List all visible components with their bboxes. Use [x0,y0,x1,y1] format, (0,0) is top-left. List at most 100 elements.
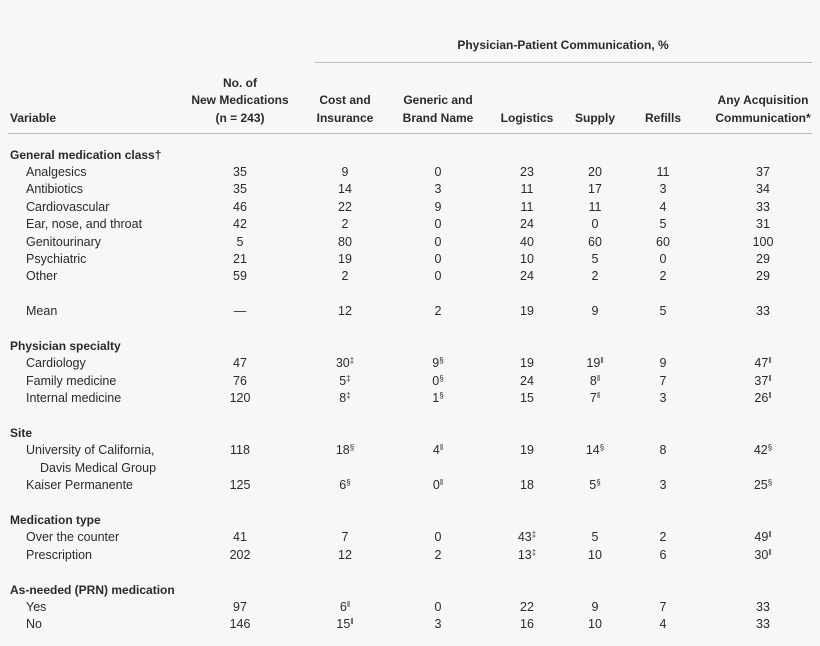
cell: 5 [591,251,599,266]
cell: 20 [588,164,602,179]
cell: 9 [591,599,599,614]
row-label: Kaiser Permanente [26,478,134,493]
cell: 5 [659,217,667,232]
cell: 4 [659,617,667,632]
row-label: Internal medicine [26,391,122,406]
cell: 11 [520,199,534,214]
cell: 31 [756,217,770,232]
cell: 43‡ [467,529,587,546]
row-label: Antibiotics [26,182,83,197]
cell: 5 [236,234,244,249]
cell-value: 43 [517,530,532,545]
cell: 19 [520,443,534,458]
cell-value: 4 [432,443,440,458]
cell: 125 [229,478,251,493]
cell: 33 [756,304,770,319]
cell: 2 [659,269,667,284]
cell-value: 47 [754,356,769,371]
cell: 120 [229,391,251,406]
cell: 5‡ [285,373,405,390]
cell-value: 5 [339,373,347,388]
row-label: Family medicine [26,373,117,388]
row-label: Cardiovascular [26,199,110,214]
cell: 37‖ [703,373,820,390]
cell: 13‡ [467,547,587,564]
cell-value: 6 [339,478,347,493]
group-title: Physician-Patient Communication, % [457,38,669,52]
cell: 22 [520,599,534,614]
cell: 2 [341,217,349,232]
cell: 26‖ [703,390,820,407]
cell: 25§ [703,477,820,494]
cell: 2 [591,269,599,284]
cell: 34 [756,182,770,197]
cell: 30‡ [285,355,405,372]
cell-value: 7 [589,391,597,406]
cell: 5§ [535,477,655,494]
cell: 0 [434,234,442,249]
cell: 0 [434,269,442,284]
cell-value: 26 [754,391,769,406]
cell: 10 [520,251,534,266]
cell: 97 [233,599,247,614]
footnote-mark: ‖ [768,373,772,383]
footnote-mark: ‡ [349,356,355,366]
cell: 29 [756,269,770,284]
column-header: Supply [574,110,615,125]
cell: 7‖ [535,390,655,407]
cell: 7 [659,373,667,388]
cell: 0 [434,217,442,232]
cell: 8‖ [535,373,655,390]
footnote-mark: § [346,478,351,488]
cell: 16 [520,617,534,632]
row-label: Other [26,269,58,284]
header-rule [8,133,812,134]
cell: 19‖ [535,355,655,372]
column-header: Insurance [316,110,374,125]
column-header: Communication* [715,110,811,125]
footnote-mark: ‡ [531,530,537,540]
footnote-mark: ‖ [596,391,601,401]
cell-value: 37 [754,373,769,388]
footnote-mark: ‖ [439,478,444,488]
cell: 14§ [535,442,655,459]
cell-value: 49 [754,530,769,545]
footnote-mark: ‖ [439,443,444,453]
column-header: Logistics [500,110,554,125]
cell: 19 [520,304,534,319]
cell: 0 [434,164,442,179]
cell: 19 [520,356,534,371]
cell: 9 [434,199,442,214]
cell: 9 [341,164,349,179]
cell: 11 [588,199,602,214]
footnote-mark: ‖ [768,356,772,366]
row-label: University of California, [26,443,155,458]
section-title: General medication class† [10,147,162,162]
cell: 8 [659,443,667,458]
cell: 0 [434,599,442,614]
cell: 42§ [703,442,820,459]
cell: 47 [233,356,247,371]
footnote-mark: § [767,443,773,453]
row-label: Prescription [26,547,92,562]
cell: 9§ [378,355,498,372]
cell-value: 14 [585,443,600,458]
cell: 14 [338,182,352,197]
cell: 2 [341,269,349,284]
cell: 0 [434,251,442,266]
cell-value: 13 [517,547,532,562]
cell: 80 [338,234,352,249]
cell: 18§ [285,442,405,459]
row-label: No [26,617,42,632]
cell-value: 0 [432,373,440,388]
cell-value: 18 [335,443,350,458]
cell: 33 [756,199,770,214]
row-label: Cardiology [26,356,86,371]
footnote-mark: ‖ [596,373,601,383]
footnote-mark: § [767,478,773,488]
cell: 5 [659,304,667,319]
section-title: Physician specialty [10,338,121,353]
row-label: Davis Medical Group [40,460,157,475]
cell: 60 [588,234,602,249]
column-header: Any Acquisition [717,93,809,108]
